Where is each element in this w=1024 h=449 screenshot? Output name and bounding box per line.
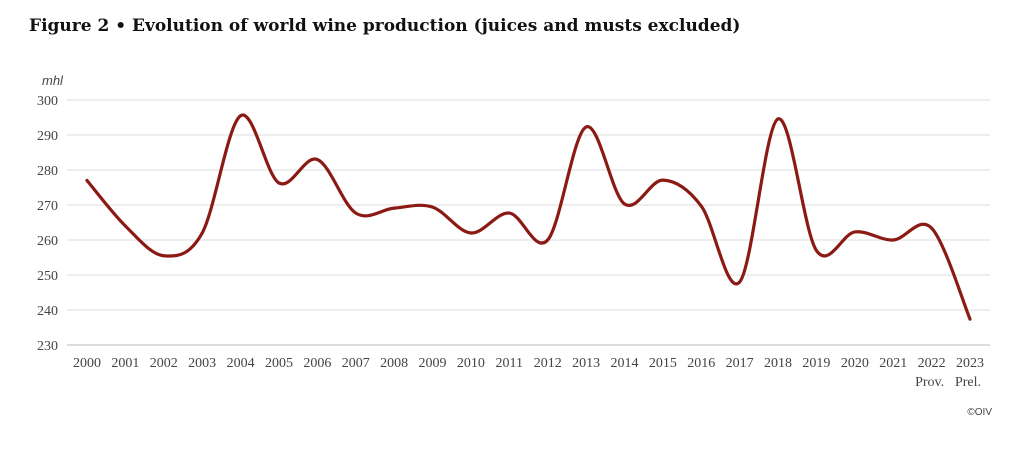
data-point-2006 [315, 158, 319, 161]
y-tick-label: 260 [37, 234, 58, 249]
x-tick-label: 2016 [687, 356, 715, 371]
data-point-2009 [431, 205, 435, 209]
x-tick-labels: 2000 2001 2002 2003 2004 2005 2006 2007 2008 2009… [73, 356, 984, 390]
data-point-2007 [354, 211, 358, 215]
data-point-2014 [622, 202, 626, 206]
x-tick-label: 2018 [764, 356, 792, 371]
x-tick-label: 2023 [956, 356, 984, 371]
x-tick-sublabel: Prov. [915, 375, 944, 390]
chart-title: Figure 2 • Evolution of world wine produ… [29, 16, 741, 36]
y-tick-label: 230 [37, 339, 58, 354]
x-tick-label: 2014 [610, 356, 638, 371]
x-tick-label: 2000 [73, 356, 101, 371]
x-tick-label: 2006 [303, 356, 331, 371]
x-tick-label: 2017 [726, 356, 754, 371]
data-point-2018 [776, 117, 780, 121]
x-tick-label: 2003 [188, 356, 216, 371]
data-point-2003 [200, 231, 204, 235]
y-tick-label: 250 [37, 269, 58, 284]
x-tick-sublabel: Prel. [955, 375, 981, 390]
y-tick-label: 240 [37, 304, 58, 319]
data-point-2017 [738, 280, 742, 284]
x-tick-label: 2020 [841, 356, 869, 371]
data-points [85, 114, 972, 321]
series-line [85, 113, 972, 321]
y-tick-label: 280 [37, 164, 58, 179]
data-point-2005 [277, 181, 281, 185]
y-tick-labels: 230 240 250 260 270 280 290 300 [37, 94, 58, 354]
gridlines [67, 99, 990, 346]
data-point-2008 [392, 206, 396, 210]
data-point-2015 [661, 178, 665, 182]
data-point-2012 [546, 238, 550, 242]
y-tick-label: 290 [37, 129, 58, 144]
x-tick-label: 2009 [419, 356, 447, 371]
data-point-2000 [85, 179, 89, 182]
x-tick-label: 2004 [227, 356, 255, 371]
data-point-2019 [814, 249, 818, 252]
data-point-2022 [930, 226, 934, 230]
x-tick-label: 2015 [649, 356, 677, 371]
x-tick-label: 2007 [342, 356, 370, 371]
data-point-2001 [123, 224, 127, 228]
y-tick-label: 300 [37, 94, 58, 109]
credit: ©OIV [967, 407, 992, 418]
x-tick-label: 2012 [534, 356, 562, 371]
x-tick-label: 2008 [380, 356, 408, 371]
x-tick-label: 2010 [457, 356, 485, 371]
data-point-2020 [853, 230, 857, 234]
x-tick-label: 2011 [496, 356, 523, 371]
data-point-2010 [469, 231, 473, 235]
data-point-2016 [699, 204, 703, 208]
data-point-2021 [891, 238, 895, 242]
y-axis-unit: mhl [42, 73, 64, 88]
x-tick-label: 2005 [265, 356, 293, 371]
data-point-2002 [162, 254, 166, 258]
y-tick-label: 270 [37, 199, 58, 214]
x-tick-label: 2013 [572, 356, 600, 371]
data-point-2023 [968, 317, 972, 321]
x-tick-label: 2022 [918, 356, 946, 371]
x-tick-label: 2001 [111, 356, 139, 371]
x-tick-label: 2002 [150, 356, 178, 371]
x-tick-label: 2021 [879, 356, 907, 371]
data-point-2013 [584, 125, 588, 129]
data-point-2011 [507, 211, 511, 215]
data-point-2004 [239, 114, 243, 118]
x-tick-label: 2019 [802, 356, 830, 371]
